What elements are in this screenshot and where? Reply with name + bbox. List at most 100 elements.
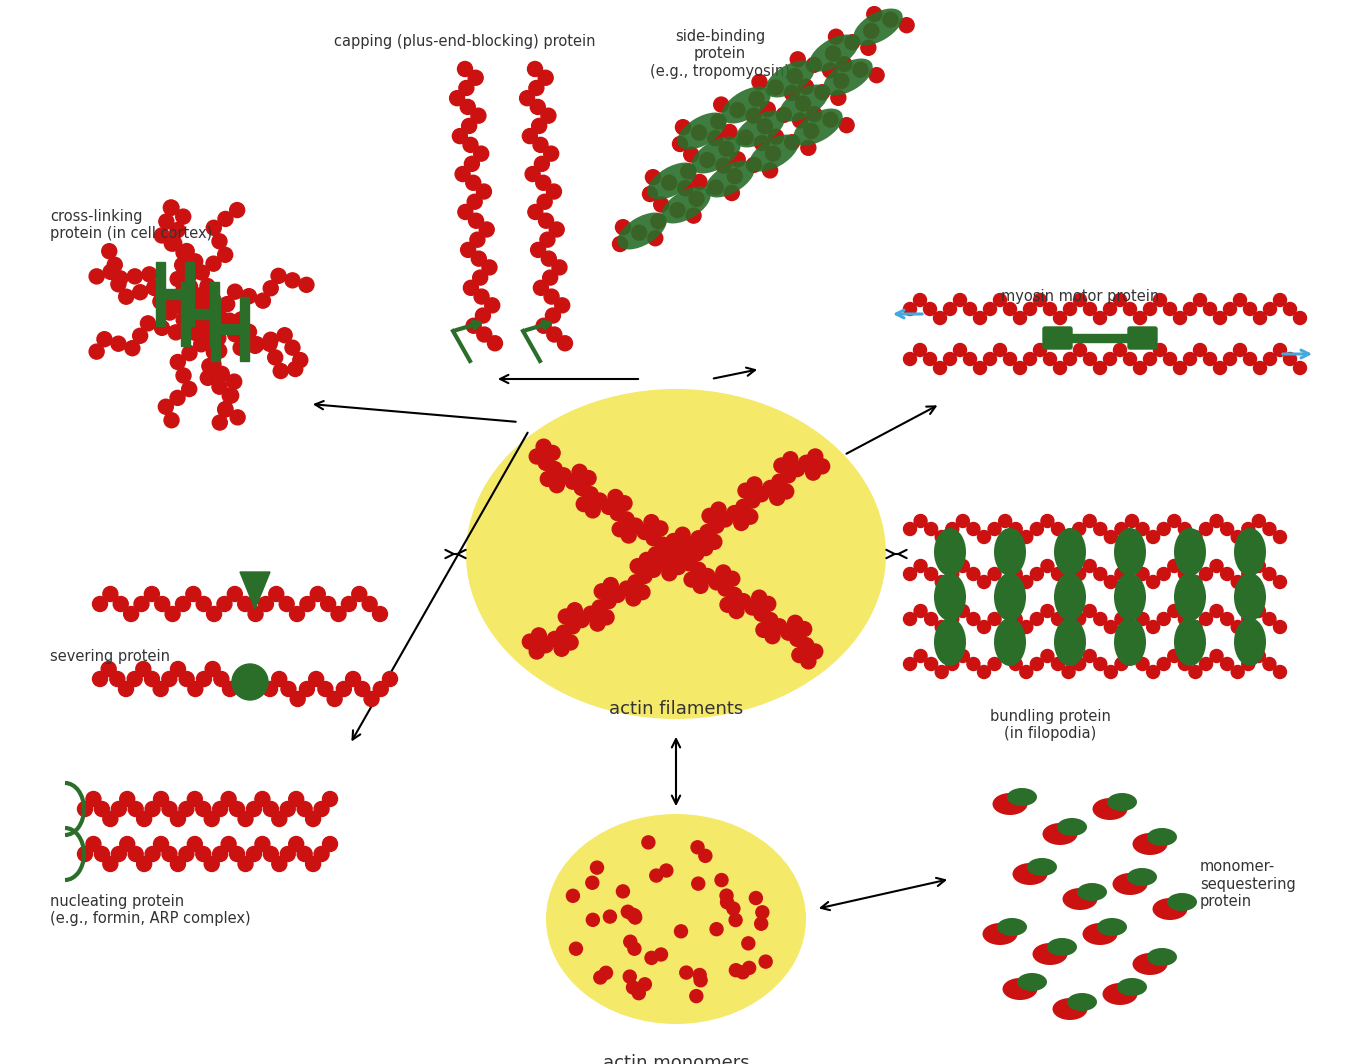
Ellipse shape [934, 573, 965, 621]
Circle shape [594, 971, 607, 984]
Circle shape [137, 857, 151, 871]
Circle shape [119, 682, 134, 697]
Circle shape [162, 671, 177, 686]
Circle shape [1253, 312, 1267, 325]
Circle shape [1044, 302, 1056, 316]
Ellipse shape [706, 161, 754, 198]
Circle shape [1023, 302, 1037, 316]
Circle shape [212, 847, 227, 862]
Circle shape [754, 606, 769, 621]
Circle shape [1144, 352, 1156, 366]
Circle shape [967, 658, 980, 670]
Ellipse shape [648, 163, 696, 199]
Circle shape [227, 327, 242, 342]
Circle shape [1164, 302, 1176, 316]
Ellipse shape [1102, 983, 1137, 1005]
Circle shape [831, 90, 846, 105]
Circle shape [708, 180, 723, 195]
Circle shape [1064, 352, 1076, 366]
Bar [185, 262, 193, 326]
Circle shape [1105, 620, 1117, 633]
Circle shape [1003, 352, 1017, 366]
Circle shape [206, 662, 220, 677]
Circle shape [691, 531, 706, 546]
Circle shape [187, 315, 201, 330]
Circle shape [680, 966, 692, 979]
Circle shape [464, 280, 479, 296]
Circle shape [629, 575, 644, 589]
Circle shape [242, 325, 257, 339]
Circle shape [546, 184, 561, 199]
Circle shape [829, 29, 844, 45]
Ellipse shape [1055, 618, 1086, 666]
Circle shape [661, 176, 676, 190]
Circle shape [967, 567, 980, 581]
Circle shape [964, 352, 976, 366]
Circle shape [708, 131, 723, 146]
Circle shape [788, 615, 803, 630]
Circle shape [768, 80, 783, 95]
Circle shape [1241, 613, 1255, 626]
Circle shape [1009, 567, 1022, 581]
Circle shape [457, 62, 472, 77]
Circle shape [599, 610, 614, 625]
Circle shape [1094, 312, 1106, 325]
Circle shape [145, 801, 160, 816]
Bar [155, 289, 193, 299]
Circle shape [176, 313, 191, 328]
Circle shape [557, 336, 572, 351]
Circle shape [112, 271, 128, 286]
Circle shape [673, 550, 688, 565]
Circle shape [725, 185, 740, 200]
Circle shape [837, 56, 852, 71]
Circle shape [1146, 620, 1160, 633]
Circle shape [946, 613, 959, 626]
Circle shape [230, 202, 245, 217]
Circle shape [653, 521, 668, 536]
Circle shape [200, 370, 215, 385]
Circle shape [923, 352, 937, 366]
Circle shape [994, 344, 1006, 356]
Circle shape [1179, 658, 1191, 670]
Circle shape [781, 468, 796, 483]
Circle shape [654, 555, 671, 571]
Circle shape [230, 410, 245, 425]
Circle shape [1194, 344, 1206, 356]
Text: severing protein: severing protein [50, 649, 170, 664]
Circle shape [1023, 352, 1037, 366]
Circle shape [1241, 522, 1255, 535]
Ellipse shape [691, 136, 741, 173]
Circle shape [754, 917, 768, 930]
Circle shape [124, 340, 139, 355]
Circle shape [621, 528, 637, 543]
Circle shape [690, 990, 703, 1002]
Circle shape [533, 137, 548, 152]
Circle shape [1199, 658, 1213, 670]
Circle shape [1168, 515, 1180, 528]
Circle shape [718, 581, 733, 596]
Circle shape [903, 352, 917, 366]
Circle shape [694, 974, 707, 986]
Circle shape [646, 531, 661, 546]
Circle shape [1194, 294, 1206, 306]
Circle shape [310, 586, 326, 601]
Circle shape [527, 204, 544, 219]
Circle shape [1009, 613, 1022, 626]
Circle shape [331, 606, 346, 621]
Circle shape [776, 107, 791, 122]
Circle shape [178, 801, 193, 816]
Circle shape [92, 597, 108, 612]
Circle shape [675, 925, 688, 937]
Circle shape [799, 637, 814, 652]
Circle shape [188, 254, 203, 269]
Circle shape [645, 951, 658, 964]
Circle shape [565, 619, 580, 634]
Circle shape [675, 528, 690, 543]
Circle shape [1133, 312, 1146, 325]
Circle shape [1124, 302, 1137, 316]
Circle shape [1221, 613, 1233, 626]
Circle shape [1210, 649, 1224, 663]
Circle shape [626, 981, 639, 994]
Polygon shape [241, 572, 270, 609]
Circle shape [903, 613, 917, 626]
